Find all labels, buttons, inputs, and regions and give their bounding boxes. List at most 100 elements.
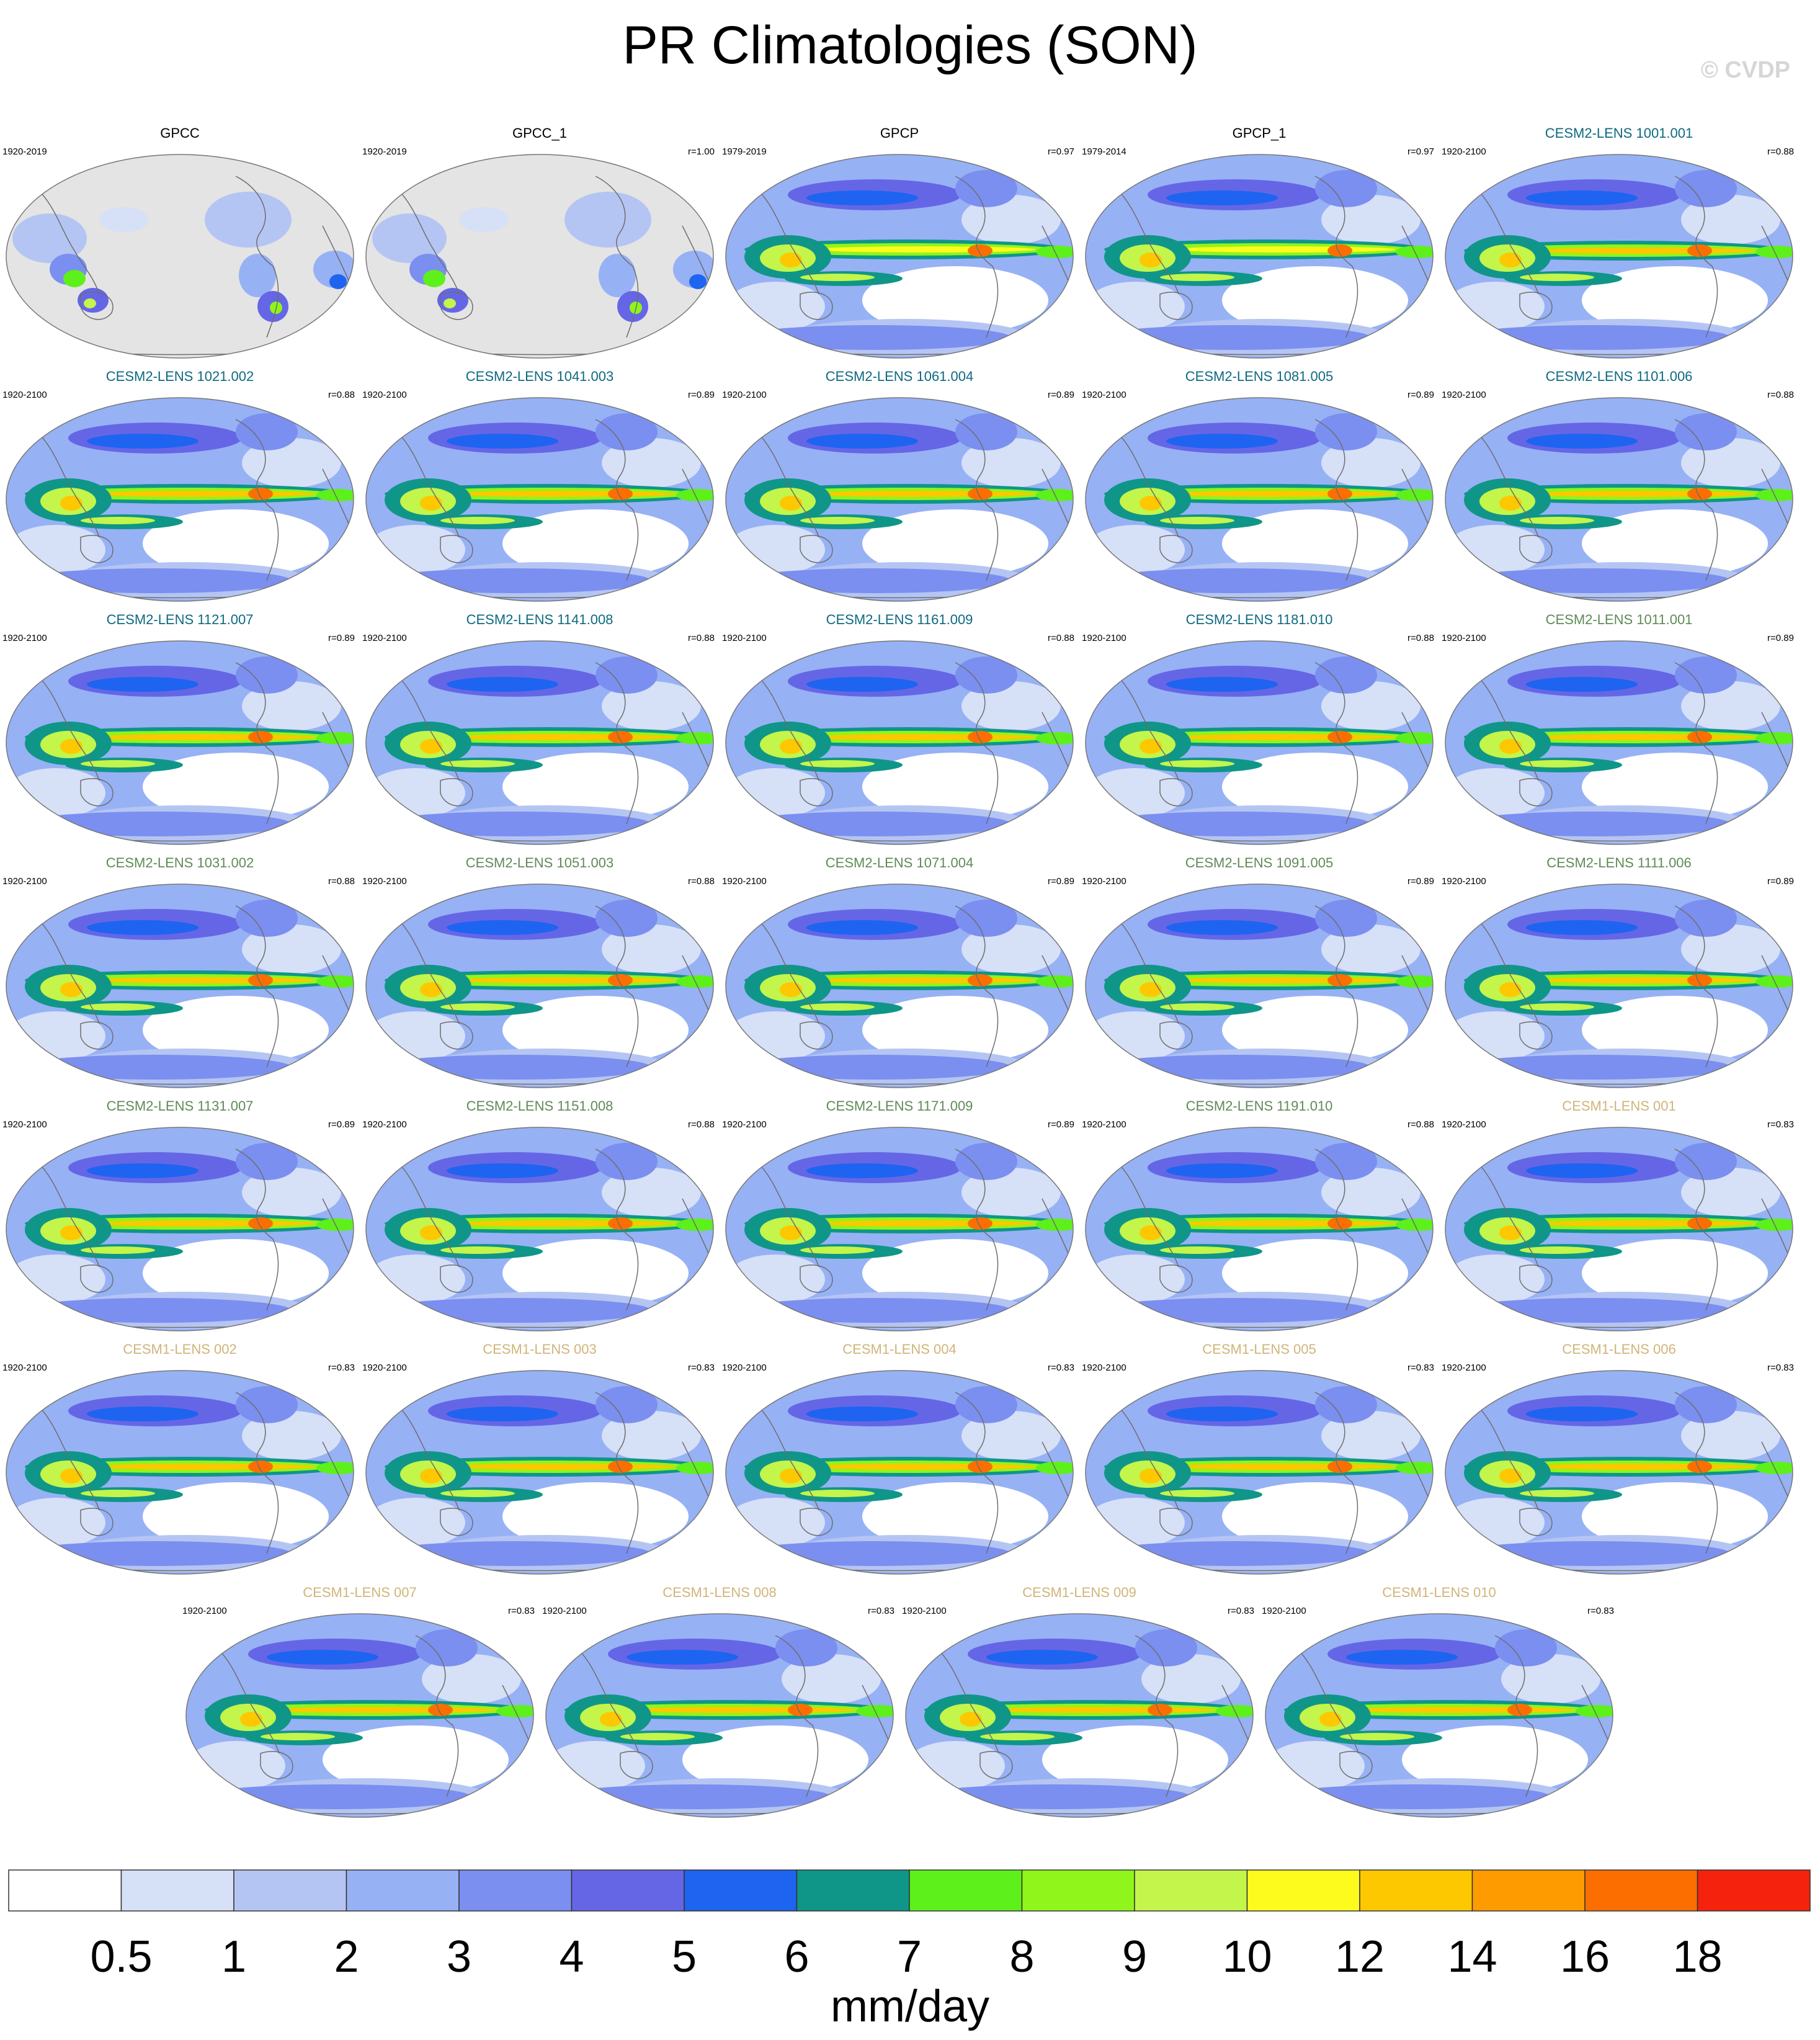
map-fill xyxy=(1445,154,1793,358)
storm-track xyxy=(955,656,1017,694)
dry-zone xyxy=(143,996,329,1064)
map-panel: CESM2-LENS 1031.002 1920-2100 r=0.88 xyxy=(0,855,360,1091)
storm-track xyxy=(955,413,1017,450)
spcz-core xyxy=(1160,517,1234,524)
storm-track xyxy=(1526,190,1638,205)
spcz-core xyxy=(81,1490,155,1497)
asia-coastline xyxy=(37,188,100,295)
precip-map xyxy=(725,154,1074,359)
warm-pool-core xyxy=(1140,982,1162,997)
itcz-core xyxy=(1532,1464,1755,1470)
americas-coastline xyxy=(1674,1148,1718,1311)
panel-title: CESM1-LENS 006 xyxy=(1562,1341,1676,1357)
warm-pool-core xyxy=(60,496,83,511)
colorbar-tick-label: 3 xyxy=(446,1932,472,1982)
map-panel: CESM2-LENS 1011.001 1920-2100 r=0.89 xyxy=(1439,612,1799,848)
atlantic-itcz xyxy=(676,732,713,745)
asia-coastline xyxy=(1476,918,1539,1024)
map-boundary xyxy=(6,1370,354,1575)
map-boundary xyxy=(1085,1370,1434,1575)
storm-track xyxy=(1675,413,1737,450)
itcz-core xyxy=(273,1707,496,1713)
dry-zone xyxy=(1086,525,1185,575)
panel-years: 1920-2100 xyxy=(1442,1119,1486,1130)
itcz-core xyxy=(813,246,1036,253)
panel-pattern-correlation: r=0.88 xyxy=(328,876,355,887)
warm-pool-core xyxy=(60,1225,83,1240)
panel-title: CESM2-LENS 1151.008 xyxy=(466,1098,613,1114)
map-fill xyxy=(906,1614,1253,1817)
storm-track xyxy=(1315,656,1377,694)
east-pacific-max xyxy=(1148,1704,1172,1716)
warm-pool-core xyxy=(420,739,442,754)
map-fill xyxy=(1445,884,1793,1088)
precip-map xyxy=(6,154,354,359)
map-fill xyxy=(6,1371,354,1574)
americas-coastline xyxy=(1135,1635,1179,1797)
australia-coastline xyxy=(1519,1021,1553,1050)
americas-coastline xyxy=(595,419,639,581)
spcz-core xyxy=(261,1733,335,1740)
atlantic-itcz xyxy=(316,975,354,988)
warm-pool-core xyxy=(780,253,802,267)
map-fill xyxy=(366,154,713,358)
panel-title: CESM2-LENS 1141.008 xyxy=(466,612,613,627)
east-pacific-max xyxy=(1687,731,1712,743)
storm-track xyxy=(738,1541,1011,1566)
panel-title: CESM1-LENS 007 xyxy=(303,1585,417,1600)
precip-map xyxy=(365,154,714,359)
atlantic-itcz xyxy=(316,1462,354,1474)
panel-years: 1920-2100 xyxy=(1082,1119,1126,1130)
dry-zone xyxy=(1582,266,1768,334)
panel-years: 1920-2100 xyxy=(1082,633,1126,643)
americas-coastline xyxy=(955,662,999,825)
australia-coastline xyxy=(620,1751,653,1779)
precip-map xyxy=(725,640,1074,845)
east-pacific-max xyxy=(608,731,633,743)
australia-coastline xyxy=(80,535,114,563)
asia-coastline xyxy=(576,1647,640,1754)
panel-pattern-correlation: r=0.88 xyxy=(688,876,715,887)
east-pacific-max xyxy=(248,974,273,986)
storm-track xyxy=(1098,1541,1371,1566)
spcz-core xyxy=(1520,274,1594,281)
atlantic-itcz xyxy=(1396,732,1433,745)
colorbar-units-label: mm/day xyxy=(830,1982,990,2031)
panel-pattern-correlation: r=0.88 xyxy=(1767,390,1794,400)
spcz-core xyxy=(1160,1003,1234,1011)
asia-coastline xyxy=(1116,188,1179,295)
map-boundary xyxy=(6,884,354,1088)
storm-track xyxy=(955,1386,1017,1423)
east-pacific-max xyxy=(248,731,273,743)
americas-coastline xyxy=(1674,1392,1718,1554)
dry-zone xyxy=(1445,768,1545,818)
atlantic-itcz xyxy=(1036,1462,1073,1474)
panel-years: 1920-2100 xyxy=(362,1119,407,1130)
panel-years: 1920-2100 xyxy=(902,1606,947,1616)
land-precip-region xyxy=(564,192,651,248)
precip-map xyxy=(6,397,354,602)
east-pacific-max xyxy=(608,1461,633,1473)
dry-zone xyxy=(366,1498,465,1547)
map-boundary xyxy=(365,397,714,602)
storm-track xyxy=(1098,1298,1371,1323)
australia-coastline xyxy=(800,1021,833,1050)
storm-track xyxy=(986,1650,1098,1665)
map-fill xyxy=(1086,1127,1433,1331)
dry-zone xyxy=(726,1255,825,1304)
americas-coastline xyxy=(1314,662,1358,825)
warm-pool-core xyxy=(420,1469,442,1483)
panel-years: 1979-2014 xyxy=(1082,146,1126,157)
map-fill xyxy=(6,398,354,601)
map-boundary xyxy=(725,640,1074,845)
map-fill xyxy=(6,154,354,358)
precip-map xyxy=(725,397,1074,602)
americas-coastline xyxy=(775,1635,819,1797)
asia-coastline xyxy=(756,674,819,781)
panel-years: 1920-2100 xyxy=(1082,876,1126,887)
spcz-core xyxy=(800,1490,875,1497)
panel-title: CESM1-LENS 003 xyxy=(483,1341,597,1357)
spcz-core xyxy=(440,1490,515,1497)
panel-years: 1920-2100 xyxy=(2,1119,47,1130)
panel-title: CESM2-LENS 1121.007 xyxy=(106,612,254,627)
